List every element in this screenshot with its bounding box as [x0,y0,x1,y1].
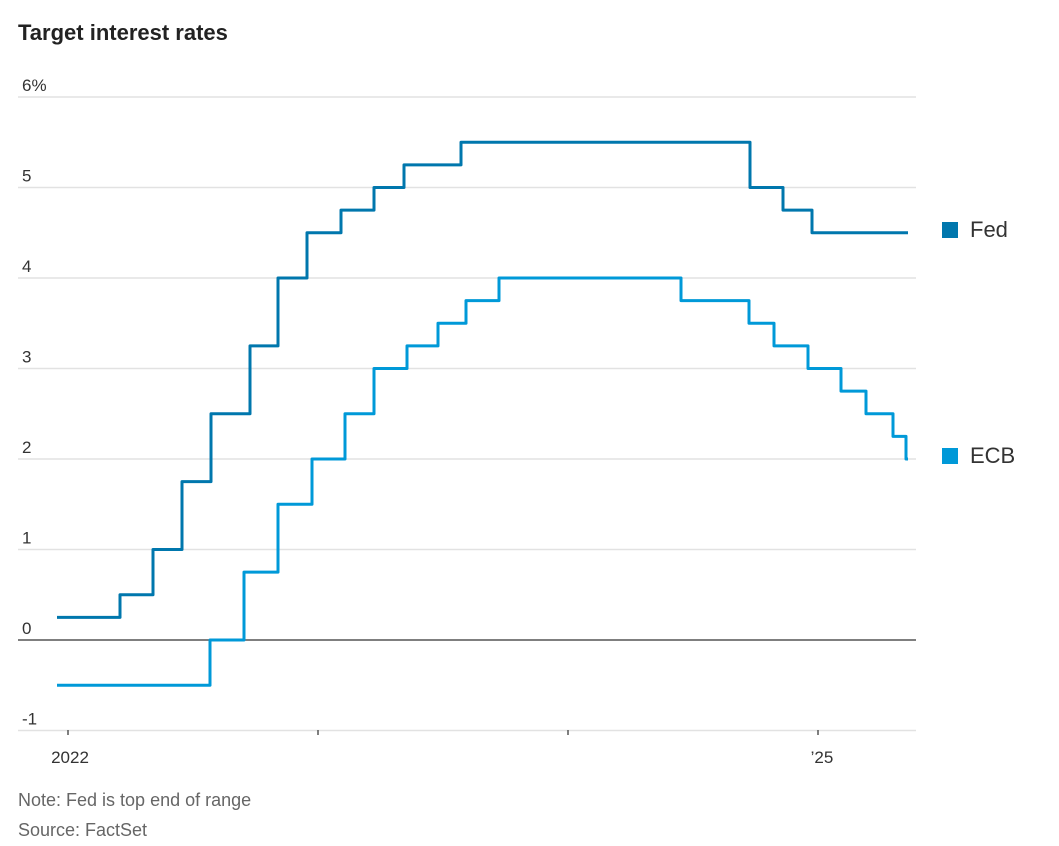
legend-label-ecb: ECB [970,443,1016,468]
series-line-fed [57,140,908,619]
y-tick-label: 4 [22,257,31,276]
x-tick-label: ’25 [811,748,834,767]
y-tick-label: 0 [22,619,31,638]
chart-source: Source: FactSet [18,820,148,840]
y-tick-label: -1 [22,710,37,729]
chart-title: Target interest rates [18,20,228,45]
legend-ecb: ECB [942,443,1015,469]
y-tick-label: 5 [22,167,31,186]
legend-swatch-ecb [942,448,958,464]
legend-label-fed: Fed [970,217,1008,242]
series-line-ecb [57,276,908,687]
chart-note: Note: Fed is top end of range [18,790,252,810]
legend-fed: Fed [942,217,1008,243]
y-tick-label: 2 [22,438,31,457]
y-tick-label: 1 [22,529,31,548]
y-tick-label: 3 [22,348,31,367]
y-tick-label: 6% [22,76,47,95]
x-tick-label: 2022 [51,748,89,767]
legend-swatch-fed [942,222,958,238]
